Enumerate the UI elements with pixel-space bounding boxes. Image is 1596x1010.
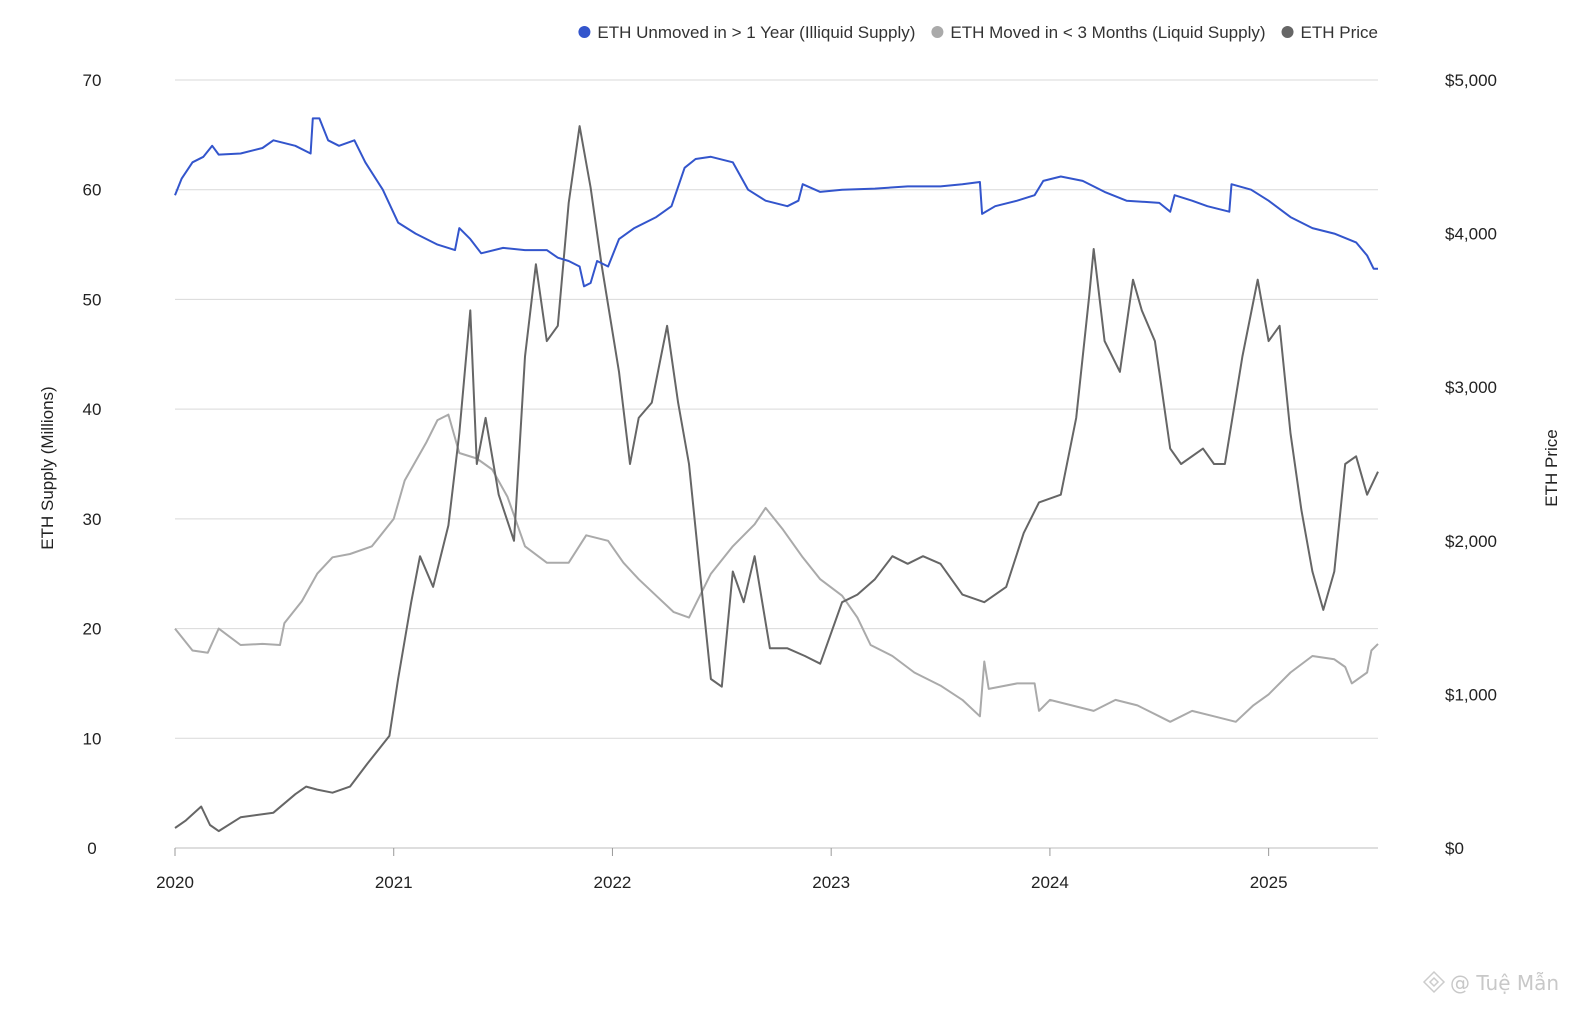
legend-label: ETH Moved in < 3 Months (Liquid Supply)	[950, 23, 1265, 42]
watermark-logo-icon	[1422, 970, 1446, 994]
x-tick-label: 2022	[594, 873, 632, 892]
series-line-eth-price	[174, 125, 1379, 833]
legend-marker	[578, 26, 591, 38]
y2-tick-label: $5,000	[1445, 71, 1497, 90]
legend-item: ETH Price	[1281, 23, 1378, 42]
y2-tick-label: $4,000	[1445, 225, 1497, 244]
y2-tick-label: $3,000	[1445, 378, 1497, 397]
x-tick-label: 2025	[1250, 873, 1288, 892]
y-tick-label: 50	[83, 290, 102, 309]
left-axis-ticks: 0 10 20 30 40 50 60 70	[83, 71, 102, 858]
watermark: @ Tuệ Mẫn	[1422, 970, 1559, 995]
y-tick-label: 10	[83, 729, 102, 748]
watermark-text: @ Tuệ Mẫn	[1450, 971, 1559, 995]
y2-axis-title: ETH Price	[1542, 429, 1561, 506]
legend-item: ETH Moved in < 3 Months (Liquid Supply)	[931, 23, 1266, 42]
x-tick-label: 2023	[812, 873, 850, 892]
series-lines	[174, 117, 1379, 833]
legend: ETH Price ETH Moved in < 3 Months (Liquid…	[578, 23, 1378, 42]
legend-item: ETH Unmoved in > 1 Year (Illiquid Supply…	[578, 23, 915, 42]
series-line-eth-unmoved-in-1-year-illiquid-supply	[174, 117, 1378, 288]
x-tick-label: 2021	[375, 873, 413, 892]
y2-tick-label: $0	[1445, 839, 1464, 858]
legend-label: ETH Unmoved in > 1 Year (Illiquid Supply…	[597, 23, 915, 42]
y-tick-label: 40	[83, 400, 102, 419]
gridlines	[175, 79, 1378, 849]
y-tick-label: 0	[87, 839, 96, 858]
y-tick-label: 60	[83, 181, 102, 200]
y-tick-label: 30	[83, 510, 102, 529]
series-line-eth-moved-in-3-months-liquid-supply	[174, 413, 1379, 723]
y2-tick-label: $1,000	[1445, 685, 1497, 704]
right-axis-ticks: $0 $1,000 $2,000 $3,000 $4,000 $5,000	[1445, 71, 1497, 858]
y2-tick-label: $2,000	[1445, 532, 1497, 551]
x-tick-label: 2020	[156, 873, 194, 892]
y-axis-title: ETH Supply (Millions)	[38, 386, 57, 549]
legend-marker	[1281, 26, 1294, 38]
y-tick-label: 70	[83, 71, 102, 90]
legend-label: ETH Price	[1301, 23, 1378, 42]
x-axis-ticks: 2020 2021 2022 2023 2024 2025	[156, 848, 1288, 892]
y-tick-label: 20	[83, 620, 102, 639]
legend-marker	[931, 26, 944, 38]
x-tick-label: 2024	[1031, 873, 1069, 892]
